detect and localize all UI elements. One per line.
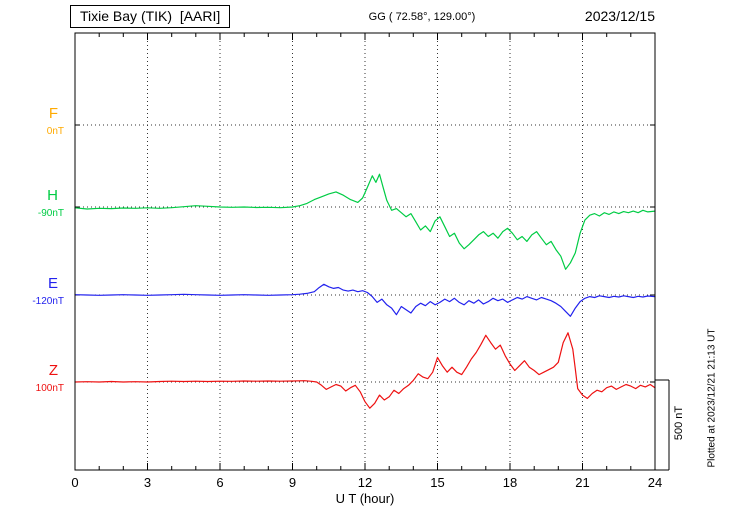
component-baseline-F: 0nT (46, 126, 64, 137)
x-tick-label-3: 3 (143, 475, 152, 490)
scale-bar-label: 500 nT (673, 405, 685, 441)
x-tick-label-0: 0 (71, 475, 79, 490)
x-tick-label-6: 6 (216, 475, 224, 490)
x-tick-label-12: 12 (357, 475, 373, 490)
component-letter-E: E (47, 275, 58, 292)
x-tick-label-18: 18 (502, 475, 518, 490)
component-letter-F: F (48, 105, 58, 122)
component-baseline-H: -90nT (37, 208, 64, 219)
x-axis-title: U T (hour) (335, 491, 395, 506)
component-letter-H: H (47, 187, 58, 204)
x-tick-label-9: 9 (288, 475, 297, 490)
x-tick-label-24: 24 (647, 475, 663, 490)
date-label: 2023/12/15 (584, 8, 655, 24)
component-letter-Z: Z (48, 362, 58, 379)
x-tick-label-15: 15 (430, 475, 445, 490)
component-baseline-E: -120nT (32, 296, 64, 307)
plotted-at-note: Plotted at 2023/12/21 21:13 UT (706, 328, 718, 468)
component-baseline-Z: 100nT (35, 383, 64, 394)
station-title: Tixie Bay (TIK) [AARI] (70, 5, 231, 28)
x-tick-label-21: 21 (575, 475, 590, 490)
coordinates-label: GG ( 72.58°, 129.00°) (368, 11, 476, 23)
